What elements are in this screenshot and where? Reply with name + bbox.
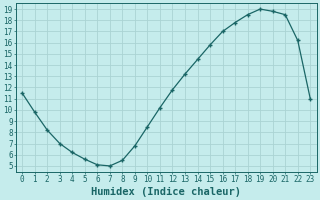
X-axis label: Humidex (Indice chaleur): Humidex (Indice chaleur) [91, 186, 241, 197]
